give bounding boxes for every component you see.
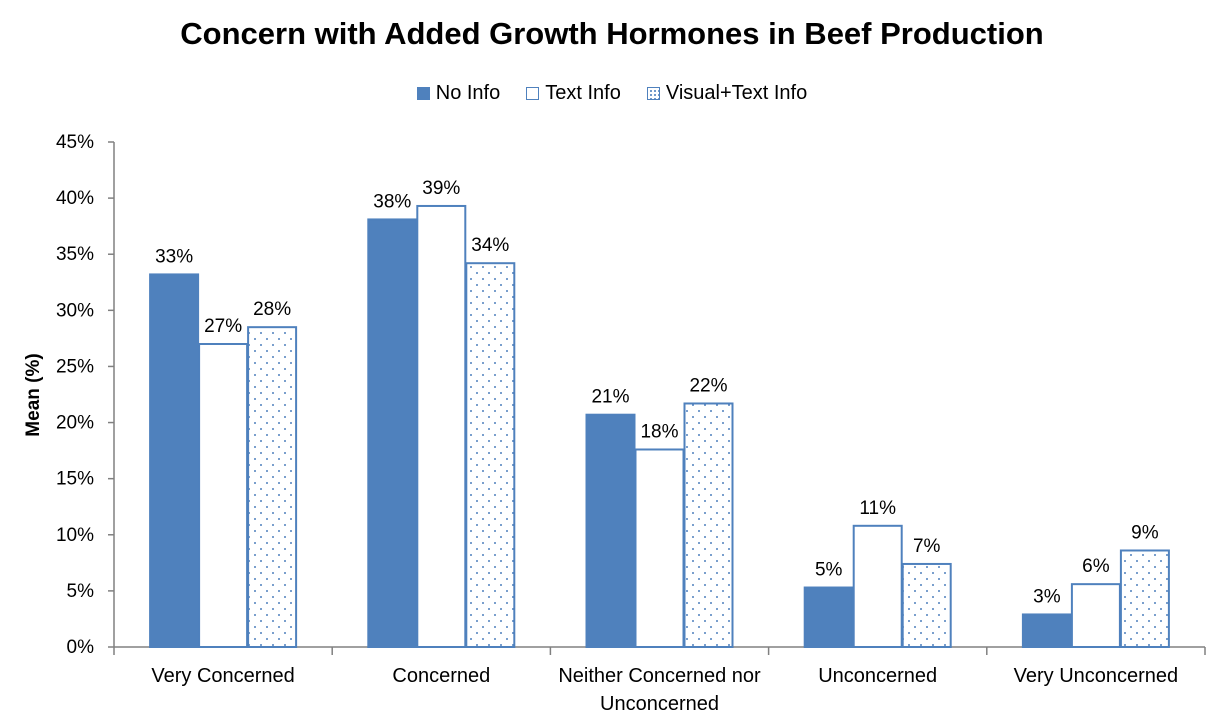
legend-label-visual-text-info: Visual+Text Info (665, 82, 808, 104)
data-label: 18% (640, 421, 678, 442)
bar-no-info (585, 413, 636, 649)
data-label: 28% (253, 299, 291, 320)
data-label: 39% (422, 178, 460, 199)
x-tick-label: Concerned (392, 665, 490, 687)
bar-visual-text-info (1119, 549, 1170, 648)
chart-title: Concern with Added Growth Hormones in Be… (180, 16, 1044, 51)
bar-visual-text-info (683, 402, 734, 648)
data-label: 11% (859, 498, 896, 519)
bar-text-info (1070, 583, 1121, 649)
bar-no-info (1021, 613, 1072, 649)
x-tick-label: Unconcerned (818, 665, 937, 687)
y-tick-label: 25% (56, 356, 94, 377)
bar-visual-text-info (465, 262, 516, 648)
data-label: 27% (204, 316, 242, 337)
legend-swatch-text-info (526, 87, 540, 100)
bar-no-info (149, 273, 200, 648)
y-tick-label: 20% (56, 413, 94, 434)
bar-visual-text-info (247, 326, 298, 648)
data-label: 34% (471, 235, 509, 256)
legend-swatch-no-info (416, 87, 430, 100)
bar-no-info (367, 218, 418, 649)
y-tick-label: 35% (56, 244, 94, 265)
data-label: 3% (1033, 586, 1061, 607)
data-label: 9% (1131, 522, 1159, 543)
data-label: 6% (1082, 556, 1110, 577)
x-tick-label: Very Concerned (151, 665, 294, 687)
y-tick-label: 5% (67, 581, 95, 602)
y-tick-label: 10% (56, 525, 94, 546)
y-tick-label: 45% (56, 132, 94, 153)
data-label: 33% (155, 246, 193, 267)
bar-text-info (416, 204, 467, 648)
legend-item-no-info: No Info (416, 82, 501, 105)
bar-visual-text-info (901, 562, 952, 649)
y-tick-label: 0% (67, 637, 95, 658)
x-tick-label: Very Unconcerned (1014, 665, 1179, 687)
x-tick-label: Neither Concerned nor (558, 665, 761, 687)
bar-no-info (803, 586, 854, 648)
y-tick-label: 15% (56, 469, 94, 490)
y-tick-label: 30% (56, 300, 94, 321)
data-label: 38% (373, 191, 411, 212)
legend-label-text-info: Text Info (545, 82, 621, 104)
data-label: 5% (815, 560, 843, 581)
y-tick-label: 40% (56, 188, 94, 209)
bar-text-info (634, 448, 685, 648)
data-label: 22% (689, 375, 727, 396)
legend-label-no-info: No Info (435, 82, 501, 104)
data-label: 21% (591, 387, 629, 408)
legend: No Info Text Info Visual+Text Info (0, 82, 1224, 105)
bar-text-info (852, 524, 903, 648)
legend-item-text-info: Text Info (526, 82, 621, 105)
legend-item-visual-text-info: Visual+Text Info (646, 82, 808, 105)
bar-text-info (198, 343, 249, 648)
legend-swatch-visual-text-info (646, 87, 660, 100)
x-tick-label: Unconcerned (600, 693, 719, 715)
data-label: 7% (913, 536, 941, 557)
